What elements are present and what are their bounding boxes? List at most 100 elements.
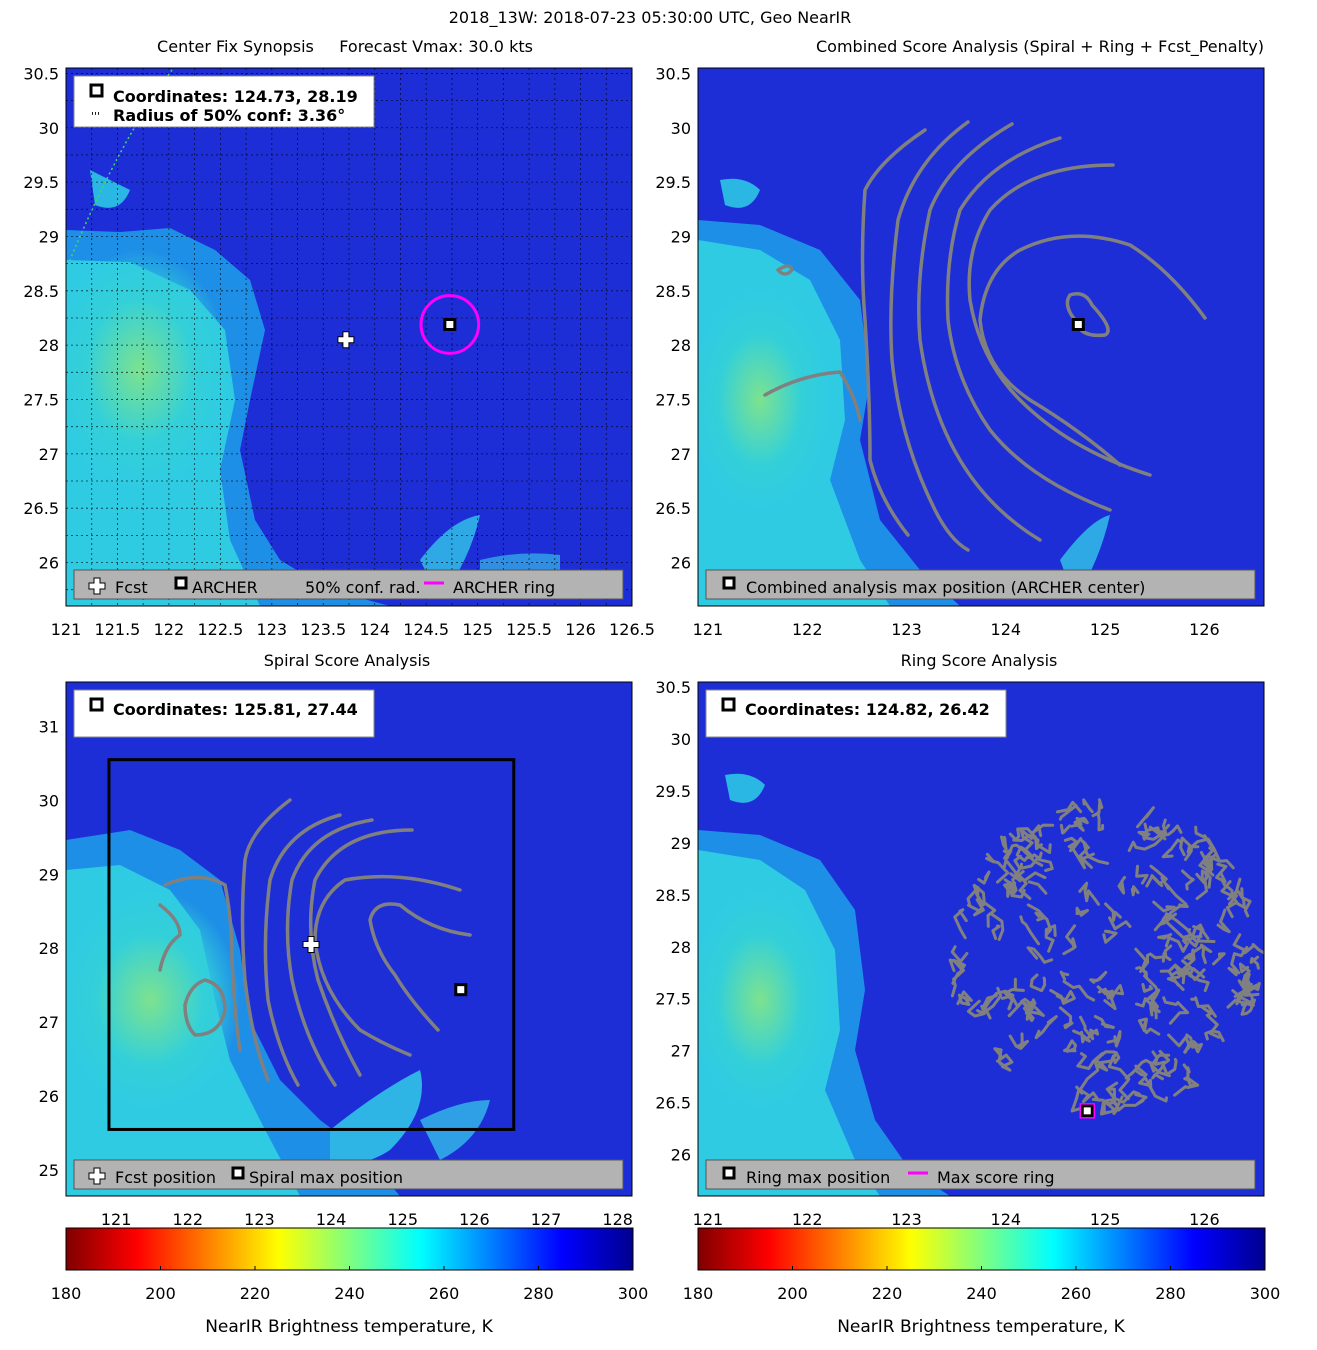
x-tick-label: 123 [244,1210,275,1229]
x-tick-label: 124 [316,1210,347,1229]
colorbar-ticks: 180 200 220 240 260 280 300 [683,1266,1281,1303]
panel-combined-score: Combined Score Analysis (Spiral + Ring +… [655,37,1265,639]
axes-ticks: 121 121.5 122 122.5 123 123.5 124 124.5 125 125.5… [23,64,655,639]
x-tick-label: 121 [101,1210,132,1229]
x-tick-label: 121 [693,1210,724,1229]
x-tick-label: 126 [1189,620,1220,639]
colorbar-tick-label: 200 [777,1284,808,1303]
axes-ticks: 121 122 123 124 125 126 127 128 25 26 27 28 29 30 31 [39,717,633,1229]
legend-fcst: Fcst [115,578,148,597]
y-tick-label: 29 [39,227,59,246]
legend-archer: ARCHER [192,578,258,597]
ir-cloud-band [725,773,765,803]
y-tick-label: 28.5 [655,886,691,905]
legend: Fcst position Spiral max position [73,1159,624,1190]
colorbar-tick-label: 300 [1250,1284,1281,1303]
legend: Fcst ARCHER 50% conf. rad. ARCHER ring [73,569,624,600]
info-box: Coordinates: 124.82, 26.42 [705,689,1007,738]
x-tick-label: 124 [991,1210,1022,1229]
legend: Ring max position Max score ring [705,1159,1256,1190]
panel-title: Center Fix Synopsis Forecast Vmax: 30.0 … [157,37,533,56]
panel-spiral-score: Spiral Score Analysis [39,651,633,1229]
y-tick-label: 29 [671,834,691,853]
ir-cloud-band [330,1070,422,1164]
y-tick-label: 27.5 [655,990,691,1009]
spiral-max-marker [454,983,468,997]
x-tick-label: 124.5 [403,620,449,639]
colorbar-tick-label: 240 [334,1284,365,1303]
combined-score-contours [763,120,1207,552]
ir-warm-spot [66,890,240,1110]
archer-ring [419,294,481,355]
figure-title: 2018_13W: 2018-07-23 05:30:00 UTC, Geo N… [449,8,852,28]
square-icon [722,576,736,590]
info-box: Coordinates: 124.73, 28.19 ''' Radius of… [73,75,375,128]
y-tick-label: 29 [671,227,691,246]
x-tick-label: 121 [51,620,82,639]
square-icon [1080,1104,1094,1118]
colorbar-tick-label: 260 [1061,1284,1092,1303]
panel-title: Combined Score Analysis (Spiral + Ring +… [816,37,1264,57]
x-tick-label: 122 [173,1210,204,1229]
x-tick-label: 126 [1189,1210,1220,1229]
archer-marker [443,318,457,332]
y-tick-label: 27 [671,445,691,464]
colorbar-tick-label: 280 [523,1284,554,1303]
y-tick-label: 27.5 [23,390,59,409]
y-tick-label: 26.5 [23,499,59,518]
ir-warm-spot [698,290,830,510]
archer-marker [1071,318,1085,332]
axes-ticks: 121 122 123 124 125 126 26 26.5 27 27.5 28 28.5 29 29… [655,678,1219,1229]
colorbar-label: NearIR Brightness temperature, K [205,1317,493,1337]
y-tick-label: 26.5 [655,1094,691,1113]
y-tick-label: 27 [39,1013,59,1032]
x-tick-label: 123 [891,1210,922,1229]
square-icon [231,1166,245,1180]
cross-icon [88,1167,106,1185]
panel-center-fix: Center Fix Synopsis Forecast Vmax: 30.0 … [23,37,655,639]
forecast-marker [302,936,320,954]
colorbar-ticks: 180 200 220 240 260 280 300 [51,1266,648,1303]
coordinates-text: Coordinates: 124.82, 26.42 [745,700,990,719]
y-tick-label: 29 [39,865,59,884]
ring-max-marker [1079,1103,1095,1119]
colorbar-right: 180 200 220 240 260 280 300 NearIR Brightness … [683,1227,1281,1337]
colorbar-tick-label: 180 [51,1284,82,1303]
panel-ring-score: Ring Score Analysis Coordinates: 124.82,… [655,651,1265,1229]
y-tick-label: 29.5 [655,782,691,801]
confidence-radius-text: Radius of 50% conf: 3.36° [113,106,345,125]
ring-score-contours [948,798,1264,1116]
x-tick-label: 123 [891,620,922,639]
square-icon [722,1166,736,1180]
y-tick-label: 26.5 [655,499,691,518]
y-tick-label: 28.5 [23,282,59,301]
y-tick-label: 29.5 [23,173,59,192]
panel-title: Spiral Score Analysis [264,651,431,670]
x-tick-label: 126.5 [609,620,655,639]
x-tick-label: 122 [792,620,823,639]
legend-conf: 50% conf. rad. [305,578,421,597]
ir-warm-spot [698,890,830,1110]
x-tick-label: 125 [1090,620,1121,639]
x-tick-label: 126 [565,620,596,639]
coordinates-text: Coordinates: 124.73, 28.19 [113,87,358,106]
x-tick-label: 125.5 [506,620,552,639]
y-tick-label: 30.5 [655,64,691,83]
x-tick-label: 123.5 [300,620,346,639]
legend-ring: ARCHER ring [453,578,555,597]
y-tick-label: 26 [671,1145,691,1164]
y-tick-label: 30.5 [655,678,691,697]
y-tick-label: 28.5 [655,282,691,301]
y-tick-label: 28 [671,336,691,355]
cross-icon [302,936,320,954]
square-icon [443,318,457,332]
lat-lon-grid [66,68,632,606]
x-tick-label: 126 [459,1210,490,1229]
axes-ticks: 121 122 123 124 125 126 26 26.5 27 27.5 28 28.5 29 29… [655,64,1219,639]
legend-max-score-ring: Max score ring [937,1168,1055,1187]
legend-ring-max: Ring max position [746,1168,890,1187]
y-tick-label: 26 [671,554,691,573]
x-tick-label: 123 [257,620,288,639]
x-tick-label: 125 [387,1210,418,1229]
